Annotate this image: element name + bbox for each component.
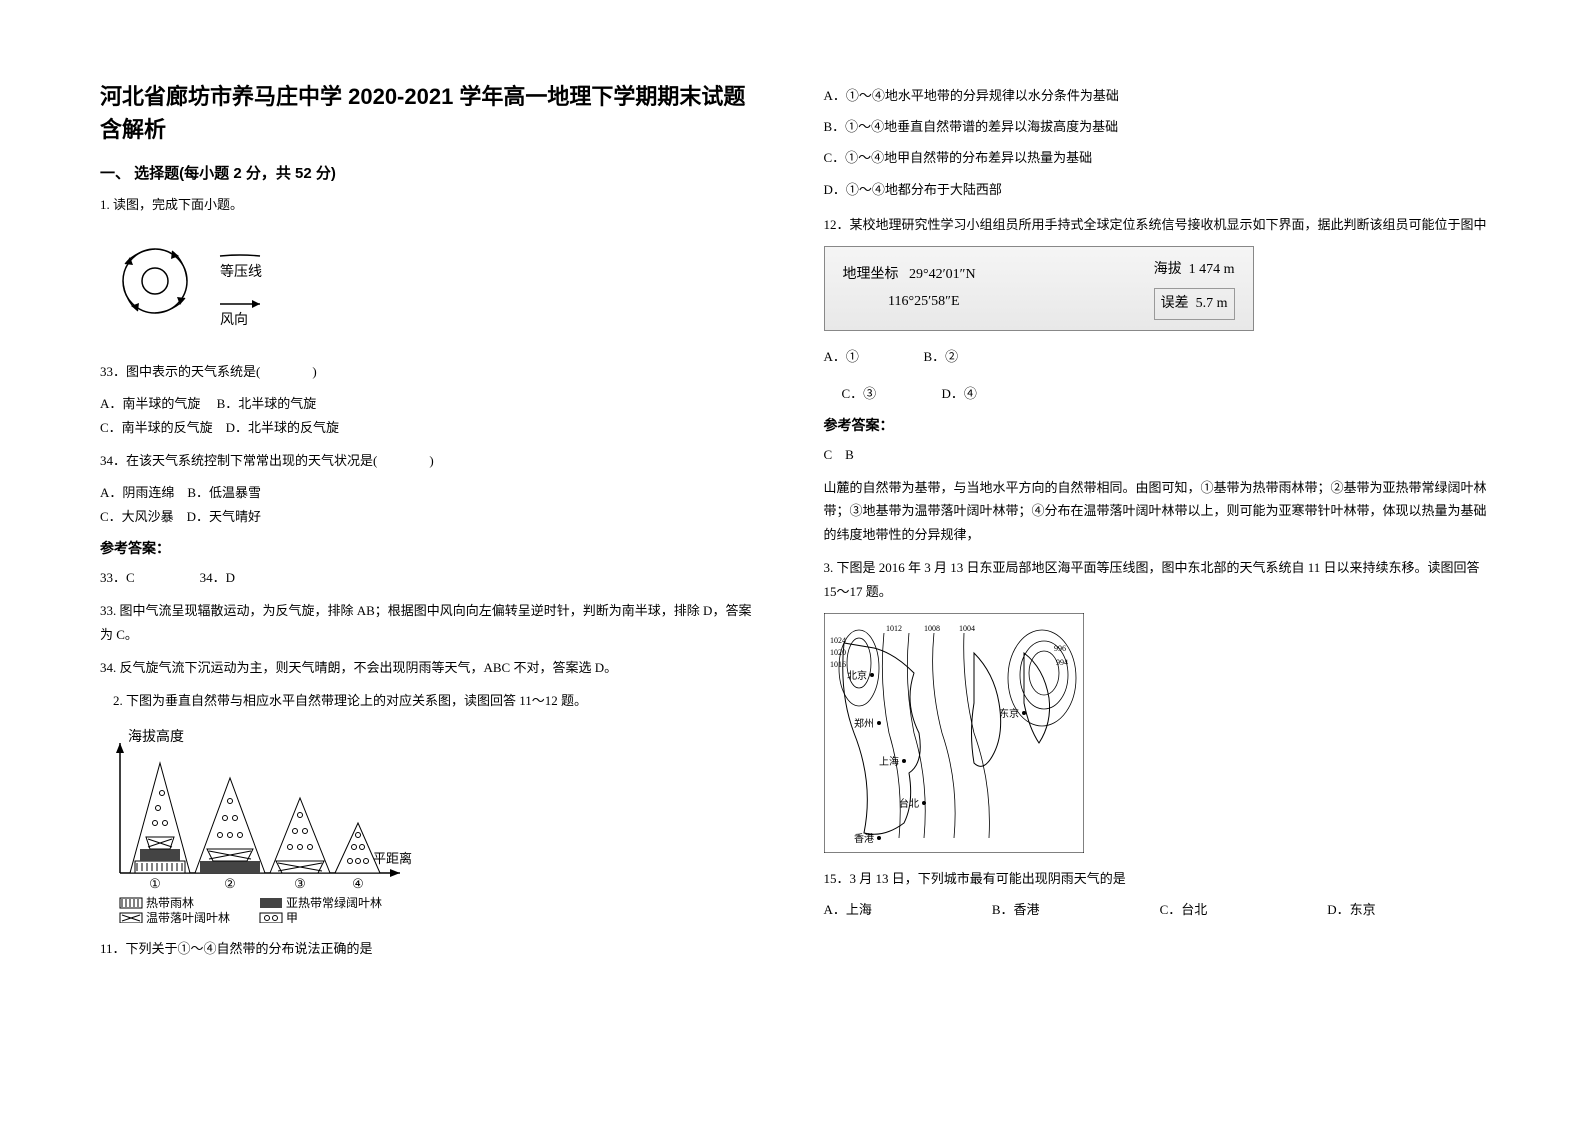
svg-text:④: ④ — [352, 876, 364, 891]
q3-stem: 3. 下图是 2016 年 3 月 13 日东亚局部地区海平面等压线图，图中东北… — [824, 556, 1488, 603]
legend-jia: 甲 — [286, 911, 298, 923]
svg-text:1016: 1016 — [830, 660, 846, 669]
right-column: A．①～④地水平地带的分异规律以水分条件为基础 B．①～④地垂直自然带谱的差异以… — [824, 80, 1488, 1082]
q1-answer-label: 参考答案： — [100, 538, 764, 558]
opt-c: C．③ — [842, 382, 902, 407]
opt-c: C．南半球的反气旋 — [100, 420, 213, 435]
svg-text:上海: 上海 — [879, 755, 899, 768]
svg-text:1020: 1020 — [830, 648, 846, 657]
svg-text:北京: 北京 — [847, 669, 867, 682]
opt-d: D．北半球的反气旋 — [226, 420, 339, 435]
opt-b: B．北半球的气旋 — [217, 396, 317, 411]
gps-err-value: 5.7 m — [1196, 296, 1228, 311]
opt-a: A．上海 — [824, 898, 872, 923]
opt-b: B．香港 — [992, 898, 1040, 923]
q1-stem: 1. 读图，完成下面小题。 — [100, 193, 764, 216]
mountain-4 — [335, 823, 380, 873]
svg-text:台北: 台北 — [899, 797, 919, 810]
gps-alt-value: 1 474 m — [1189, 262, 1235, 277]
left-column: 河北省廊坊市养马庄中学 2020-2021 学年高一地理下学期期末试题含解析 一… — [100, 80, 764, 1082]
svg-text:996: 996 — [1054, 644, 1066, 653]
q1-34-opts: A．阴雨连绵 B．低温暴雪 C．大风沙暴 D．天气晴好 — [100, 481, 764, 530]
q3-15-opts: A．上海 B．香港 C．台北 D．东京 — [824, 898, 1488, 923]
q1-33-stem: 33．图中表示的天气系统是( ) — [100, 360, 764, 383]
opt-d: D．天气晴好 — [187, 509, 261, 524]
doc-title: 河北省廊坊市养马庄中学 2020-2021 学年高一地理下学期期末试题含解析 — [100, 80, 764, 146]
gps-err-label: 误差 — [1161, 296, 1189, 311]
axis-y-label: 海拔高度 — [128, 728, 184, 745]
q1-answer: 33．C 34．D — [100, 566, 764, 589]
legend-subtropical: 亚热带常绿阔叶林 — [286, 895, 382, 910]
legend-temperate: 温带落叶阔叶林 — [146, 911, 230, 923]
q1-expl-33: 33. 图中气流呈现辐散运动，为反气旋，排除 AB；根据图中风向向左偏转呈逆时针… — [100, 599, 764, 646]
opt-a: A．① — [824, 345, 884, 370]
gps-display: 地理坐标 29°42′01″N 116°25′58″E 海拔 1 474 m 误… — [824, 246, 1254, 331]
legend-isobar-label: 等压线 — [220, 263, 262, 280]
q1-34-stem: 34．在该天气系统控制下常常出现的天气状况是( ) — [100, 449, 764, 472]
legend-wind-label: 风向 — [220, 312, 248, 328]
opt-c: C．大风沙暴 — [100, 509, 174, 524]
gps-coord-label: 地理坐标 — [843, 267, 899, 282]
svg-text:③: ③ — [294, 876, 306, 891]
section-1-heading: 一、 选择题(每小题 2 分，共 52 分) — [100, 162, 764, 183]
opt-c: C．①～④地甲自然带的分布差异以热量为基础 — [824, 142, 1488, 173]
q2-11-stem: 11．下列关于①～④自然带的分布说法正确的是 — [100, 937, 764, 960]
svg-text:1024: 1024 — [830, 636, 846, 645]
svg-text:1008: 1008 — [924, 624, 940, 633]
opt-a: A．①～④地水平地带的分异规律以水分条件为基础 — [824, 80, 1488, 111]
opt-b: B．② — [924, 345, 984, 370]
svg-text:①: ① — [149, 876, 161, 891]
q3-figure: 北京 郑州 上海 台北 东京 香港 1024 1020 1016 1012 10… — [824, 613, 1488, 853]
opt-d: D．东京 — [1327, 898, 1375, 923]
opt-b: B．低温暴雪 — [187, 485, 261, 500]
q2-12-stem: 12．某校地理研究性学习小组组员所用手持式全球定位系统信号接收机显示如下界面，据… — [824, 213, 1488, 236]
gps-alt-label: 海拔 — [1154, 262, 1182, 277]
svg-text:郑州: 郑州 — [854, 717, 874, 730]
opt-d: D．①～④地都分布于大陆西部 — [824, 174, 1488, 205]
mountain-2 — [195, 778, 265, 873]
q1-figure: 等压线 风向 — [100, 226, 764, 346]
opt-c: C．台北 — [1160, 898, 1208, 923]
svg-text:东京: 东京 — [999, 707, 1019, 720]
q2-11-opts: A．①～④地水平地带的分异规律以水分条件为基础 B．①～④地垂直自然带谱的差异以… — [824, 80, 1488, 205]
q3-15-stem: 15．3 月 13 日，下列城市最有可能出现阴雨天气的是 — [824, 867, 1488, 890]
opt-a: A．南半球的气旋 — [100, 396, 200, 411]
q2-figure: 海拔高度 水平距离 — [100, 723, 764, 923]
q2-answer: C B — [824, 443, 1488, 466]
opt-a: A．阴雨连绵 — [100, 485, 174, 500]
gps-lon: 116°25′58″E — [888, 294, 960, 309]
q2-12-opts: A．① B．② C．③ D．④ — [824, 345, 1488, 406]
mountain-1 — [130, 763, 190, 873]
svg-text:1012: 1012 — [886, 624, 902, 633]
q2-expl: 山麓的自然带为基带，与当地水平方向的自然带相同。由图可知，①基带为热带雨林带；②… — [824, 476, 1488, 546]
q1-33-opts: A．南半球的气旋 B．北半球的气旋 C．南半球的反气旋 D．北半球的反气旋 — [100, 392, 764, 441]
svg-text:994: 994 — [1056, 658, 1068, 667]
q1-expl-34: 34. 反气旋气流下沉运动为主，则天气晴朗，不会出现阴雨等天气，ABC 不对，答… — [100, 656, 764, 679]
q2-answer-label: 参考答案： — [824, 415, 1488, 435]
svg-text:1004: 1004 — [959, 624, 975, 633]
legend-tropical: 热带雨林 — [146, 896, 194, 910]
svg-text:香港: 香港 — [854, 833, 874, 845]
q2-stem: 2. 下图为垂直自然带与相应水平自然带理论上的对应关系图，读图回答 11～12 … — [100, 689, 764, 712]
mountain-3 — [270, 798, 330, 873]
svg-text:②: ② — [224, 876, 236, 891]
gps-lat: 29°42′01″N — [909, 267, 976, 282]
opt-d: D．④ — [942, 382, 1002, 407]
opt-b: B．①～④地垂直自然带谱的差异以海拔高度为基础 — [824, 111, 1488, 142]
